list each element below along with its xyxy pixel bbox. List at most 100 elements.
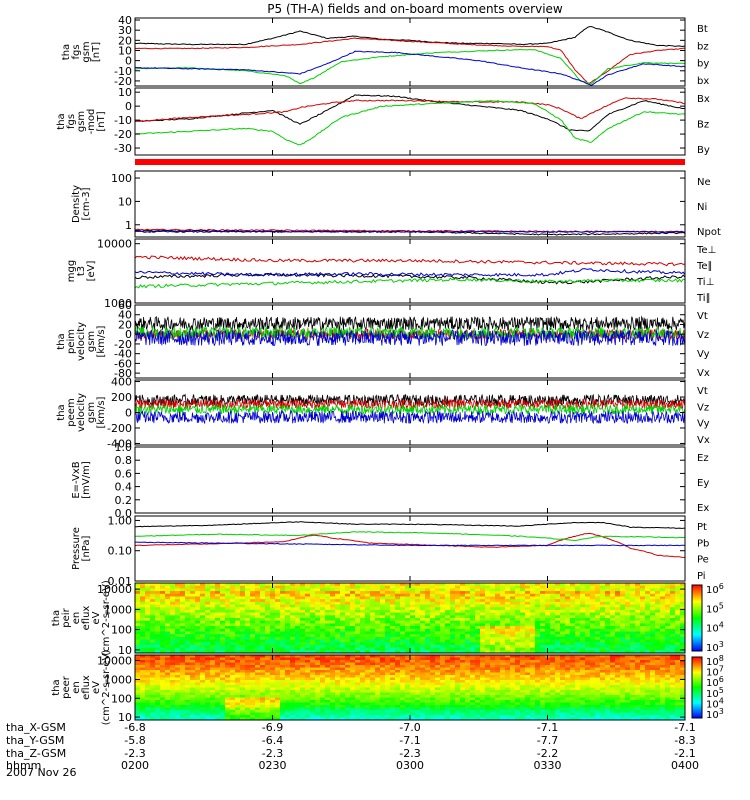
spectrogram-cell [445, 672, 451, 676]
spectrogram-cell [335, 607, 341, 611]
spectrogram-cell [175, 612, 181, 616]
spectrogram-cell [185, 644, 191, 649]
spectrogram-cell [395, 702, 401, 706]
spectrogram-cell [410, 660, 416, 664]
spectrogram-cell [575, 609, 581, 614]
spectrogram-cell [455, 620, 461, 624]
spectrogram-cell [425, 607, 431, 611]
spectrogram-cell [585, 599, 591, 603]
spectrogram-cell [170, 604, 176, 608]
spectrogram-cell [340, 596, 346, 600]
spectrogram-cell [580, 601, 586, 606]
spectrogram-cell [405, 615, 411, 619]
spectrogram-cell [190, 585, 196, 589]
spectrogram-cell [525, 591, 531, 595]
spectrogram-cell [290, 596, 296, 600]
spectrogram-cell [310, 685, 316, 689]
spectrogram-cell [275, 685, 281, 689]
spectrogram-cell [655, 626, 661, 630]
spectrogram-cell [370, 639, 376, 643]
spectrogram-cell [420, 618, 426, 622]
spectrogram-cell [520, 596, 526, 600]
spectrogram-cell [455, 583, 461, 587]
spectrogram-cell [165, 607, 171, 611]
spectrogram-cell [255, 697, 261, 701]
spectrogram-cell [360, 604, 366, 608]
spectrogram-cell [195, 585, 201, 589]
spectrogram-cell [280, 687, 286, 691]
spectrogram-cell [410, 604, 416, 608]
spectrogram-cell [225, 615, 231, 619]
spectrogram-cell [510, 609, 516, 614]
spectrogram-cell [595, 612, 601, 616]
spectrogram-cell [200, 604, 206, 608]
spectrogram-cell [430, 634, 436, 638]
spectrogram-cell [535, 591, 541, 595]
spectrogram-cell [595, 639, 601, 643]
spectrogram-cell [230, 717, 236, 720]
spectrogram-cell [500, 636, 506, 641]
spectrogram-cell [425, 588, 431, 592]
spectrogram-cell [205, 695, 211, 699]
spectrogram-cell [435, 707, 441, 711]
spectrogram-cell [355, 705, 361, 709]
spectrogram-cell [410, 599, 416, 603]
spectrogram-cell [555, 644, 561, 649]
spectrogram-cell [515, 634, 521, 638]
spectrogram-cell [595, 585, 601, 589]
spectrogram-cell [390, 670, 396, 674]
spectrogram-cell [525, 634, 531, 638]
spectrogram-cell [655, 620, 661, 624]
spectrogram-cell [245, 700, 251, 704]
spectrogram-cell [410, 680, 416, 684]
spectrogram-cell [255, 631, 261, 635]
spectrogram-cell [295, 717, 301, 720]
spectrogram-cell [170, 626, 176, 630]
spectrogram-cell [435, 647, 441, 651]
spectrogram-cell [140, 642, 146, 646]
spectrogram-cell [345, 612, 351, 616]
spectrogram-cell [230, 647, 236, 651]
spectrogram-cell [185, 591, 191, 595]
spectrogram-cell [260, 601, 266, 606]
spectrogram-cell [355, 665, 361, 669]
spectrogram-cell [200, 667, 206, 671]
spectrogram-cell [435, 677, 441, 681]
spectrogram-cell [205, 655, 211, 659]
spectrogram-cell [320, 639, 326, 643]
spectrogram-cell [270, 682, 276, 686]
spectrogram-cell [170, 705, 176, 709]
spectrogram-cell [505, 585, 511, 589]
spectrogram-cell [540, 593, 546, 598]
spectrogram-cell [430, 639, 436, 643]
spectrogram-cell [425, 631, 431, 635]
spectrogram-cell [365, 702, 371, 706]
spectrogram-cell [425, 660, 431, 664]
spectrogram-cell [535, 618, 541, 622]
spectrogram-cell [505, 607, 511, 611]
spectrogram-cell [590, 618, 596, 622]
spectrogram-cell [275, 707, 281, 711]
spectrogram-cell [305, 585, 311, 589]
spectrogram-cell [375, 695, 381, 699]
spectrogram-cell [520, 599, 526, 603]
spectrogram-cell [565, 607, 571, 611]
series-group-4 [135, 315, 685, 347]
spectrogram-cell [390, 583, 396, 587]
spectrogram-cell [490, 639, 496, 643]
spectrogram-cell [225, 631, 231, 635]
spectrogram-cell [670, 585, 676, 589]
spectrogram-cell [635, 636, 641, 641]
spectrogram-cell [170, 712, 176, 716]
spectrogram-cell [505, 647, 511, 651]
spectrogram-cell [165, 593, 171, 598]
spectrogram-cell [170, 647, 176, 651]
spectrogram-cell [160, 707, 166, 711]
spectrogram-cell [395, 675, 401, 679]
spectrogram-cell [440, 667, 446, 671]
spectrogram-cell [155, 639, 161, 643]
spectrogram-cell [360, 634, 366, 638]
spectrogram-cell [310, 717, 316, 720]
spectrogram-cell [445, 717, 451, 720]
spectrogram-cell [295, 697, 301, 701]
